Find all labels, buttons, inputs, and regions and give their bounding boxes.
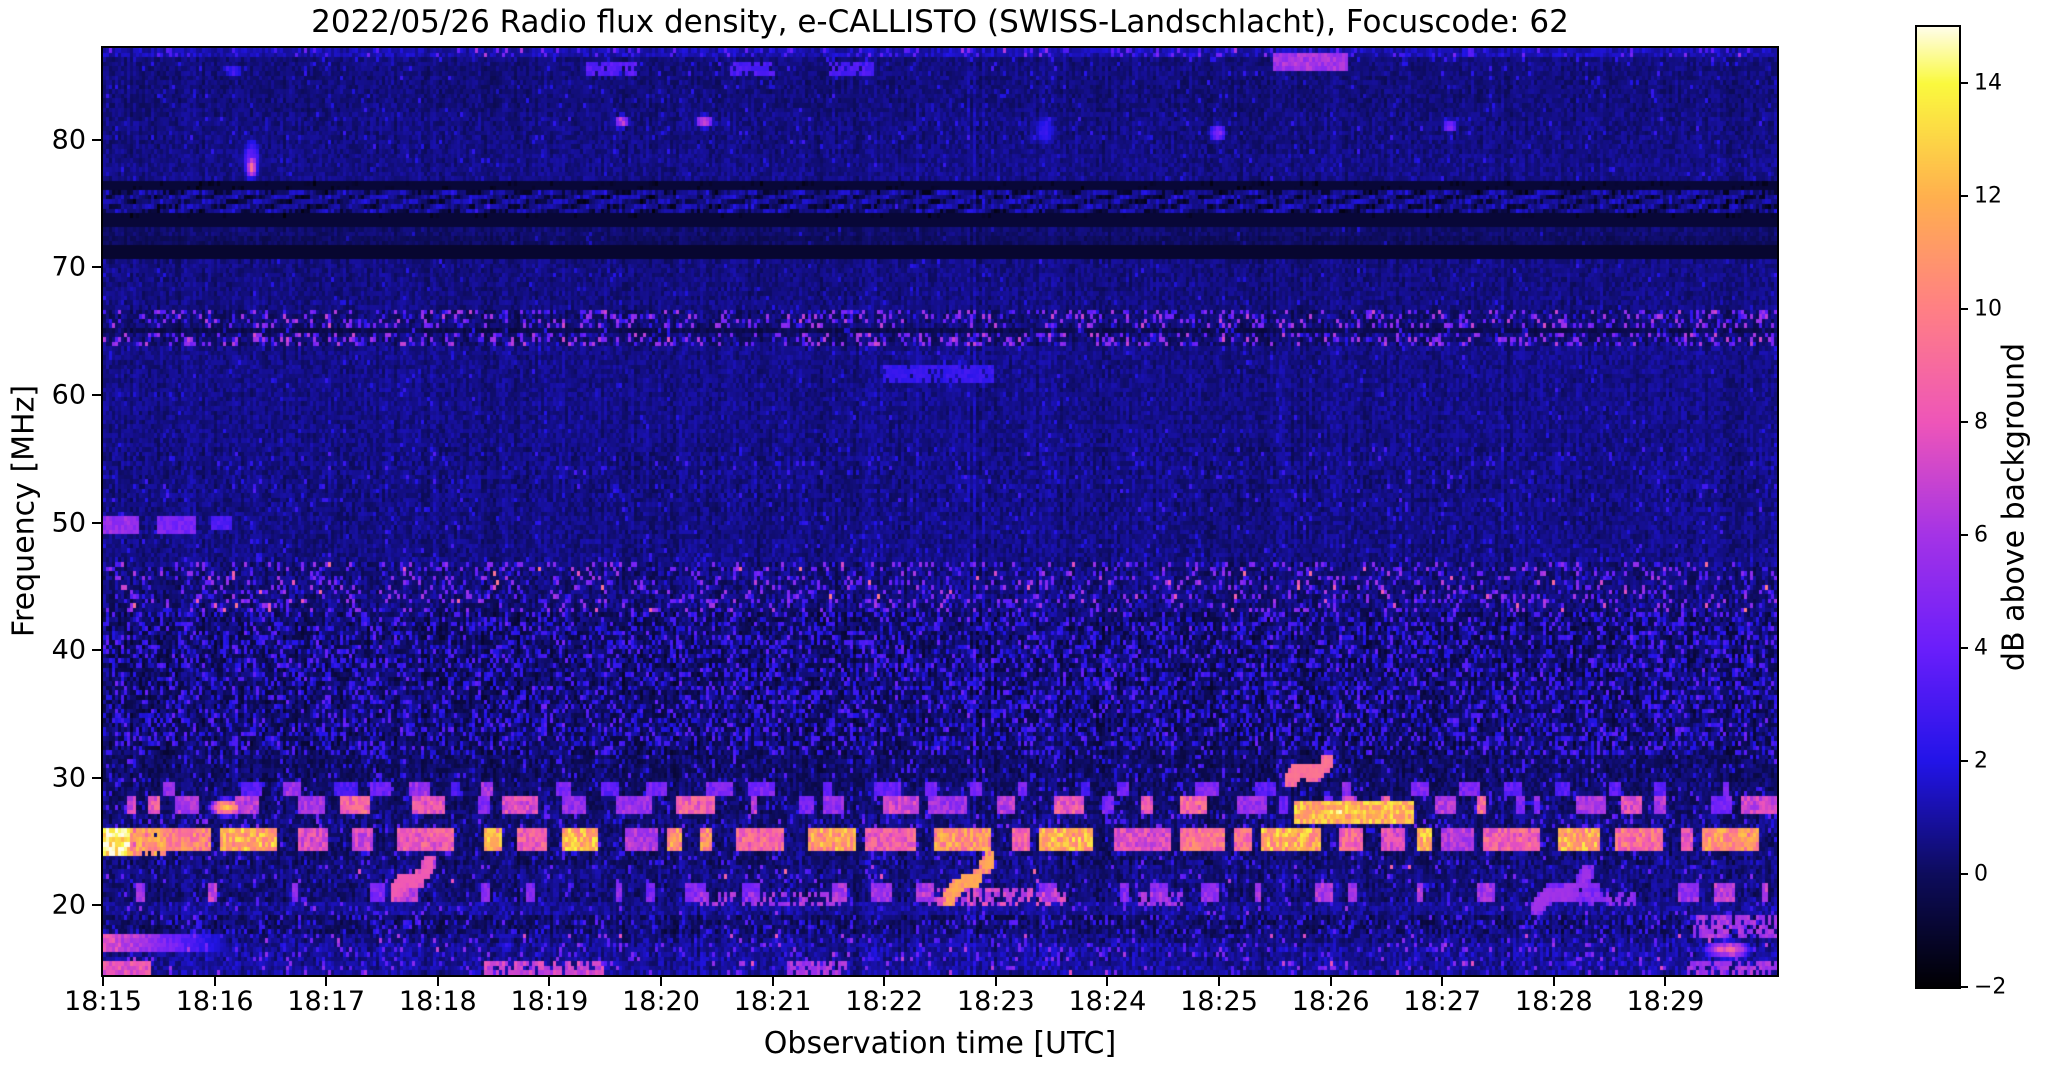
- chart-title: 2022/05/26 Radio flux density, e-CALLIST…: [311, 4, 1569, 40]
- colorbar-tick-label: 4: [1974, 635, 1988, 661]
- x-tick-mark: [1329, 977, 1332, 986]
- y-tick-label: 30: [51, 762, 86, 794]
- y-tick-label: 20: [51, 889, 86, 921]
- x-tick-label: 18:22: [845, 986, 924, 1017]
- y-tick-label: 40: [51, 634, 86, 666]
- colorbar-tick-label: 10: [1974, 296, 2002, 322]
- x-tick-mark: [1218, 977, 1220, 986]
- y-tick-label: 50: [51, 507, 86, 539]
- x-tick-mark: [436, 977, 439, 986]
- x-tick-mark: [548, 977, 551, 986]
- y-tick-mark: [92, 904, 101, 907]
- spectrogram-canvas: [103, 48, 1777, 975]
- x-tick-mark: [883, 977, 886, 986]
- x-tick-mark: [660, 977, 662, 986]
- x-tick-label: 18:23: [956, 986, 1035, 1017]
- x-tick-label: 18:16: [175, 986, 254, 1017]
- x-tick-label: 18:27: [1403, 986, 1482, 1017]
- x-tick-mark: [102, 977, 104, 986]
- x-tick-mark: [1441, 977, 1444, 986]
- x-tick-mark: [1552, 977, 1555, 986]
- x-tick-label: 18:18: [398, 986, 477, 1017]
- colorbar-tick-mark: [1961, 534, 1968, 537]
- x-tick-label: 18:21: [733, 986, 812, 1017]
- y-tick-mark: [92, 394, 101, 397]
- colorbar-tick-mark: [1961, 873, 1968, 876]
- colorbar-tick-mark: [1961, 647, 1968, 650]
- x-tick-label: 18:29: [1626, 986, 1705, 1017]
- colorbar-tick-mark: [1961, 421, 1968, 424]
- colorbar-tick-label: 6: [1974, 522, 1988, 548]
- colorbar-tick-label: 14: [1974, 70, 2002, 96]
- colorbar-tick-mark: [1961, 195, 1968, 198]
- y-tick-mark: [92, 521, 101, 524]
- y-tick-mark: [92, 649, 101, 652]
- y-tick-mark: [92, 138, 101, 141]
- y-tick-label: 70: [51, 251, 86, 283]
- x-tick-label: 18:25: [1180, 986, 1258, 1017]
- x-tick-label: 18:20: [622, 986, 700, 1017]
- x-tick-label: 18:26: [1291, 986, 1370, 1017]
- x-tick-mark: [1664, 977, 1667, 986]
- x-tick-mark: [325, 977, 328, 986]
- x-tick-mark: [771, 977, 774, 986]
- x-tick-label: 18:28: [1514, 986, 1593, 1017]
- y-tick-label: 80: [51, 124, 86, 156]
- x-axis-label: Observation time [UTC]: [763, 1026, 1117, 1061]
- colorbar-tick-mark: [1961, 986, 1968, 988]
- x-tick-label: 18:24: [1068, 986, 1147, 1017]
- y-tick-label: 60: [51, 379, 86, 411]
- colorbar-tick-label: 8: [1974, 409, 1988, 435]
- x-tick-label: 18:17: [287, 986, 366, 1017]
- y-tick-mark: [92, 266, 101, 269]
- colorbar-tick-label: 0: [1974, 861, 1988, 887]
- colorbar-label: dB above background: [1996, 342, 2032, 672]
- colorbar-tick-label: −2: [1974, 974, 2007, 1000]
- x-tick-mark: [213, 977, 216, 986]
- colorbar-tick-mark: [1961, 308, 1968, 311]
- y-tick-mark: [92, 776, 101, 779]
- colorbar-tick-mark: [1961, 760, 1968, 763]
- colorbar-tick-mark: [1961, 82, 1968, 85]
- colorbar-canvas: [1917, 27, 1959, 987]
- x-tick-mark: [1106, 977, 1109, 986]
- x-tick-mark: [994, 977, 997, 986]
- colorbar-tick-label: 2: [1974, 748, 1988, 774]
- x-tick-label: 18:19: [510, 986, 589, 1017]
- colorbar-tick-label: 12: [1974, 183, 2002, 209]
- x-tick-label: 18:15: [64, 986, 142, 1017]
